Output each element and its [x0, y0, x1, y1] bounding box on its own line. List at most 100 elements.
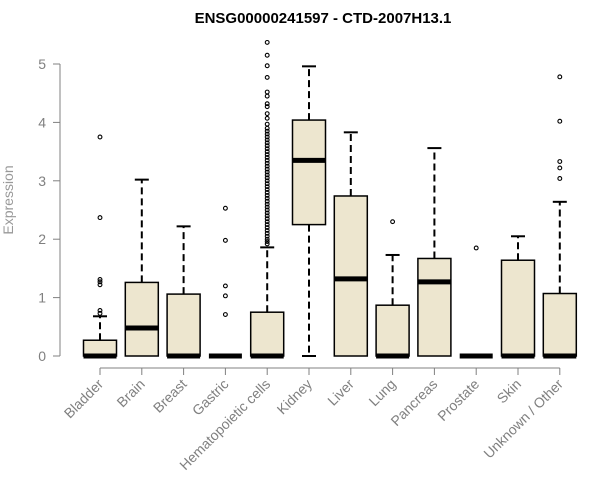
box-group [542, 74, 578, 359]
outlier-point [264, 160, 270, 166]
outlier-point [264, 190, 270, 195]
x-tick-label: Unknown / Other [480, 376, 566, 462]
outlier-point [222, 283, 228, 289]
outlier-point [264, 101, 270, 107]
outlier-point [264, 239, 270, 244]
box-group [166, 225, 201, 359]
outlier-point [264, 74, 270, 80]
outlier-point [264, 134, 270, 140]
y-tick-label: 5 [38, 56, 46, 72]
outlier-point [264, 204, 270, 210]
outlier-point [264, 207, 270, 213]
outlier-point [97, 277, 103, 282]
outlier-point [557, 165, 563, 171]
outlier-point [264, 241, 270, 247]
outlier-point [264, 121, 270, 127]
outlier-point [264, 93, 270, 99]
outlier-point [264, 210, 270, 216]
x-tick-label: Breast [150, 376, 190, 416]
outlier-point [264, 115, 270, 121]
outlier-point [264, 104, 270, 110]
y-tick-label: 3 [38, 173, 46, 189]
outlier-point [557, 74, 563, 80]
x-tick-label: Liver [324, 376, 357, 409]
outlier-point [264, 195, 270, 201]
y-axis-label: Expression [0, 165, 16, 234]
box-group [291, 65, 327, 357]
box-iqr [124, 281, 160, 357]
outlier-point [264, 225, 270, 230]
outlier-point [264, 169, 270, 175]
box-iqr [333, 195, 369, 357]
outlier-point [97, 215, 103, 221]
outlier-point [222, 205, 228, 211]
outlier-point [264, 154, 270, 160]
outlier-point [264, 137, 270, 143]
outlier-point [264, 149, 270, 155]
outlier-point [264, 157, 270, 163]
box-group [459, 245, 493, 359]
outlier-point [264, 143, 270, 149]
x-tick-label: Skin [494, 376, 525, 407]
box-iqr [375, 304, 410, 357]
outlier-point [264, 230, 270, 236]
outlier-point [557, 118, 563, 124]
outlier-point [264, 125, 270, 131]
outlier-point [222, 312, 228, 317]
outlier-point [264, 184, 270, 190]
box-iqr [417, 257, 452, 357]
outlier-point [557, 159, 563, 164]
outlier-point [264, 192, 270, 198]
box-iqr [249, 311, 285, 357]
outlier-point [264, 216, 270, 222]
y-tick-label: 1 [38, 290, 46, 306]
box-iqr [291, 119, 327, 226]
outlier-point [97, 307, 103, 313]
box-group [82, 134, 118, 359]
outlier-point [264, 227, 270, 233]
outlier-point [264, 140, 270, 146]
x-tick-label: Kidney [274, 376, 316, 418]
outlier-point [264, 236, 270, 242]
box-iqr [542, 292, 578, 357]
outlier-point [264, 131, 270, 137]
chart-title: ENSG00000241597 - CTD-2007H13.1 [195, 10, 452, 27]
outlier-point [97, 282, 103, 288]
y-tick-label: 0 [38, 348, 46, 364]
box-iqr [166, 293, 201, 357]
outlier-point [264, 222, 270, 228]
outlier-point [264, 198, 270, 204]
x-tick-label: Prostate [434, 376, 482, 424]
box-group [417, 147, 452, 357]
outlier-point [264, 152, 270, 157]
outlier-point [264, 172, 270, 178]
outlier-point [473, 245, 479, 251]
outlier-point [264, 128, 270, 134]
outlier-point [264, 187, 270, 193]
y-tick-label: 2 [38, 231, 46, 247]
outlier-point [264, 213, 270, 219]
outlier-point [264, 39, 270, 45]
outlier-point [264, 63, 270, 69]
x-tick-label: Brain [113, 376, 147, 410]
box-group [249, 39, 285, 359]
y-tick-label: 4 [38, 114, 46, 130]
outlier-point [97, 310, 103, 316]
box-group [333, 131, 369, 357]
outlier-point [264, 175, 270, 181]
outlier-point [390, 219, 396, 225]
box-group [500, 235, 536, 359]
outlier-point [264, 201, 270, 207]
x-tick-label: Bladder [61, 376, 107, 422]
x-tick-label: Lung [365, 376, 398, 409]
outlier-point [264, 111, 270, 117]
outlier-point [222, 237, 228, 243]
outlier-point [264, 146, 270, 152]
box-group [208, 205, 242, 359]
box-group [375, 219, 410, 359]
outlier-point [222, 293, 228, 299]
outlier-point [264, 219, 270, 225]
